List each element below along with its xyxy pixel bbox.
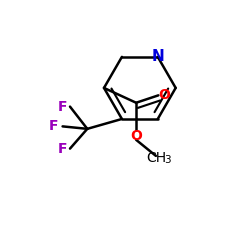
Text: F: F (58, 142, 67, 156)
Text: F: F (58, 100, 67, 114)
Text: O: O (158, 88, 170, 102)
Text: 3: 3 (164, 155, 170, 165)
Text: O: O (130, 129, 142, 143)
Text: F: F (49, 120, 59, 134)
Text: CH: CH (146, 151, 166, 165)
Text: N: N (152, 49, 164, 64)
